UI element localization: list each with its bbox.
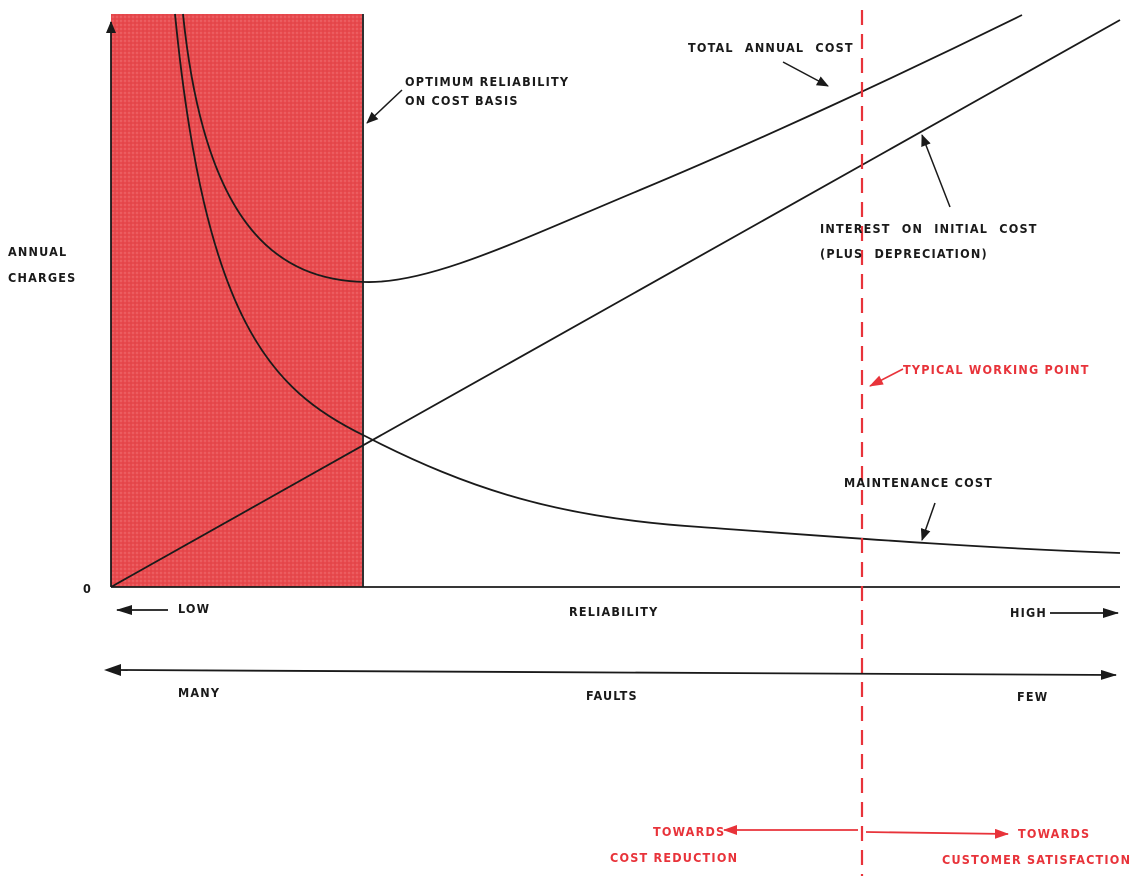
maintenance-cost-label: MAINTENANCE COST — [844, 475, 993, 490]
faults-label: FAULTS — [586, 688, 638, 703]
total-cost-leader-arrow — [782, 61, 829, 87]
reliability-high-label: HIGH — [1010, 605, 1047, 620]
typical-working-point-label: TYPICAL WORKING POINT — [903, 362, 1090, 377]
optimum-label-line2: ON COST BASIS — [405, 93, 519, 108]
interest-label-line1: INTEREST ON INITIAL COST — [820, 221, 1038, 236]
maintenance-cost-curve — [174, 13, 1121, 554]
typical-point-leader-arrow — [869, 368, 904, 387]
faults-double-arrow — [119, 669, 1117, 680]
low-reliability-shaded-region — [111, 14, 362, 587]
total-annual-cost-label: TOTAL ANNUAL COST — [688, 40, 854, 55]
optimum-leader-arrow — [366, 89, 403, 124]
y-axis-label-line1: ANNUAL — [8, 244, 67, 259]
faults-left-arrowhead — [104, 664, 121, 676]
faults-many-label: MANY — [178, 685, 220, 700]
interest-leader-arrow — [921, 134, 951, 208]
towards-left-label-line2: COST REDUCTION — [610, 850, 738, 865]
maintenance-leader-arrow — [920, 502, 936, 541]
towards-customer-satisfaction-arrow — [865, 828, 1009, 839]
origin-label: 0 — [83, 581, 92, 596]
reliability-label: RELIABILITY — [569, 604, 659, 619]
interest-on-initial-cost-line — [110, 19, 1121, 588]
y-axis-label-line2: CHARGES — [8, 270, 76, 285]
reliability-low-label: LOW — [178, 601, 210, 616]
optimum-label-line1: OPTIMUM RELIABILITY — [405, 74, 569, 89]
towards-right-label-line2: CUSTOMER SATISFACTION — [942, 852, 1131, 867]
towards-left-label-line1: TOWARDS — [653, 824, 725, 839]
total-annual-cost-curve — [182, 13, 1023, 283]
towards-right-label-line1: TOWARDS — [1018, 826, 1090, 841]
interest-label-line2: (PLUS DEPRECIATION) — [820, 246, 988, 261]
faults-few-label: FEW — [1017, 689, 1048, 704]
